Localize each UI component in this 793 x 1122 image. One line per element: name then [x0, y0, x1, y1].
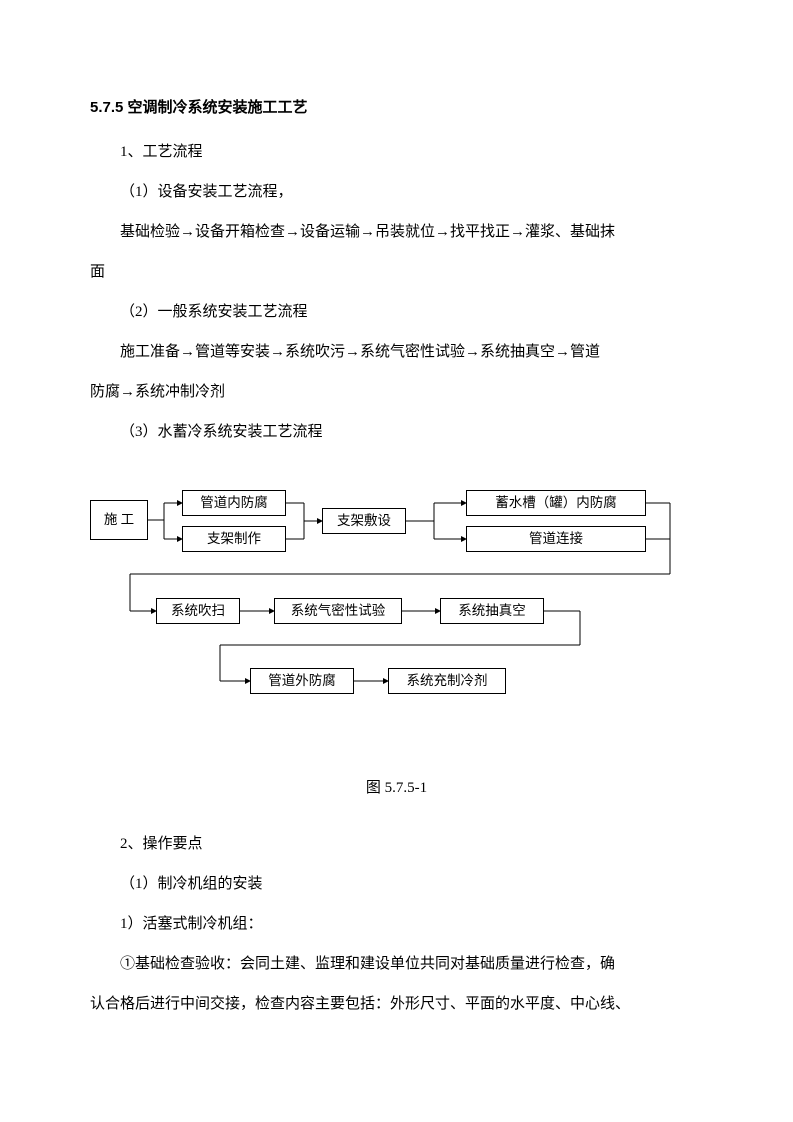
para-5b: 防腐→系统冲制冷剂 [90, 374, 703, 410]
para-5: 施工准备→管道等安装→系统吹污→系统气密性试验→系统抽真空→管道 [90, 334, 703, 370]
para-2: （1）设备安装工艺流程， [90, 174, 703, 210]
section-heading: 5.7.5 空调制冷系统安装施工工艺 [90, 90, 703, 126]
para-8: （1）制冷机组的安装 [90, 866, 703, 902]
flow-node-airtight-test: 系统气密性试验 [274, 598, 402, 624]
flow-node-vacuum: 系统抽真空 [440, 598, 544, 624]
flow-node-system-purge: 系统吹扫 [156, 598, 240, 624]
flow-node-pipe-outer-anticorrosion: 管道外防腐 [250, 668, 354, 694]
para-7: 2、操作要点 [90, 826, 703, 862]
para-4: （2）一般系统安装工艺流程 [90, 294, 703, 330]
para-10b: 认合格后进行中间交接，检查内容主要包括：外形尺寸、平面的水平度、中心线、 [90, 986, 703, 1022]
para-9: 1）活塞式制冷机组： [90, 906, 703, 942]
flow-node-start: 施 工 [90, 500, 148, 540]
flow-node-pipe-connect: 管道连接 [466, 526, 646, 552]
para-6: （3）水蓄冷系统安装工艺流程 [90, 414, 703, 450]
para-10: ①基础检查验收：会同土建、监理和建设单位共同对基础质量进行检查，确 [90, 946, 703, 982]
flow-node-tank-anticorrosion: 蓄水槽（罐）内防腐 [466, 490, 646, 516]
flow-node-pipe-inner-anticorrosion: 管道内防腐 [182, 490, 286, 516]
flow-node-bracket-lay: 支架敷设 [322, 508, 406, 534]
flow-node-bracket-make: 支架制作 [182, 526, 286, 552]
flow-node-charge-refrigerant: 系统充制冷剂 [388, 668, 506, 694]
para-3b: 面 [90, 254, 703, 290]
figure-caption: 图 5.7.5-1 [90, 770, 703, 806]
para-3: 基础检验→设备开箱检查→设备运输→吊装就位→找平找正→灌浆、基础抹 [90, 214, 703, 250]
para-1: 1、工艺流程 [90, 134, 703, 170]
flowchart: 施 工 管道内防腐 支架制作 支架敷设 蓄水槽（罐）内防腐 管道连接 系统吹扫 … [90, 490, 710, 750]
